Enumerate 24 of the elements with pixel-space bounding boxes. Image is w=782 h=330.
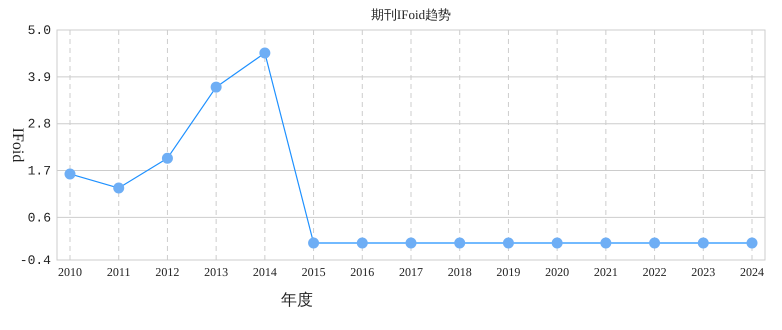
x-tick-label: 2010	[58, 265, 82, 279]
x-axis-title: 年度	[281, 291, 313, 309]
x-tick-label: 2023	[691, 265, 716, 279]
x-tick-label: 2014	[252, 265, 277, 279]
x-tick-label: 2013	[204, 265, 228, 279]
y-tick-label: -0.4	[20, 253, 52, 268]
x-tick-label: 2011	[106, 265, 130, 279]
y-tick-label: 0.6	[28, 210, 51, 226]
x-tick-label: 2017	[399, 265, 423, 279]
x-tick-label: 2024	[740, 265, 764, 279]
x-tick-label: 2012	[155, 265, 180, 279]
x-tick-label: 2022	[642, 265, 667, 279]
chart-title: 期刊IFoid趋势	[370, 7, 452, 22]
x-tick-label: 2015	[302, 265, 326, 279]
x-tick-label: 2020	[545, 265, 570, 279]
y-tick-label: 5.0	[28, 23, 51, 38]
x-tick-label: 2018	[448, 265, 472, 279]
y-tick-label: 2.8	[28, 116, 51, 132]
x-tick-label: 2021	[594, 265, 618, 279]
y-tick-label: 3.9	[28, 70, 51, 85]
y-tick-label: 1.7	[28, 164, 51, 179]
y-axis-title: IFoid	[9, 128, 26, 162]
x-tick-label: 2016	[350, 265, 374, 279]
x-tick-label: 2019	[496, 265, 520, 279]
